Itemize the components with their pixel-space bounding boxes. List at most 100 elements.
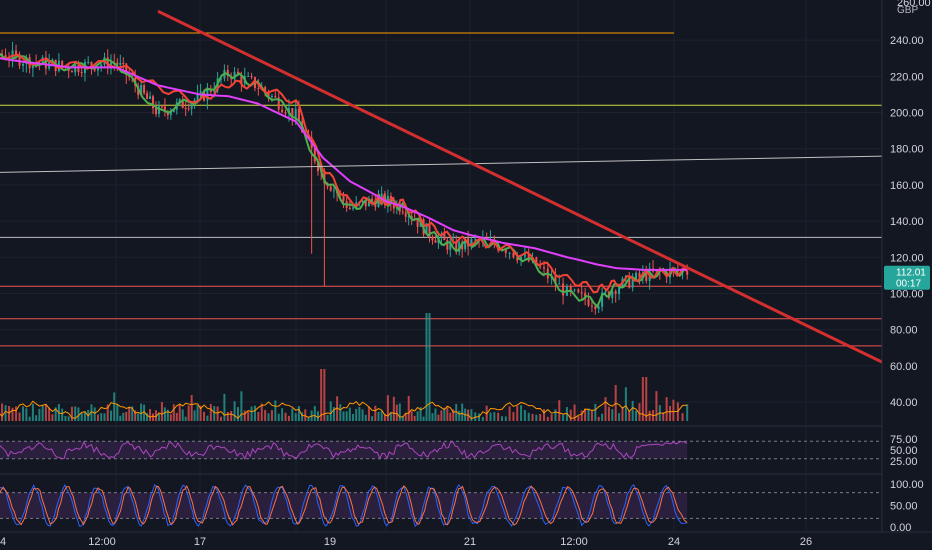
current-price-label: 112.01 00:17 [884,265,930,290]
candle-body [416,220,419,227]
candle-body [352,207,355,209]
volume-bar [74,406,77,421]
candle-body [100,64,103,67]
time-axis[interactable] [0,532,932,550]
volume-bar [440,410,443,421]
candle-body [590,305,593,307]
volume-bar [611,409,614,421]
volume-bar [413,415,416,421]
rsi-pane [0,440,882,461]
volume-bar [573,404,576,421]
volume-bar [294,413,297,421]
currency-label[interactable]: GBP [897,5,918,16]
candle-body [380,193,383,197]
candle-body [70,71,73,73]
candle-body [313,148,316,162]
trend-lines[interactable] [0,9,932,402]
candle-body [527,254,530,262]
candle-body [342,194,345,202]
candle-body [638,272,641,278]
volume-bar [8,405,11,421]
candle-body [90,62,93,67]
stochastic-tick: 100.00 [890,479,924,491]
rsi-band [0,441,688,459]
candle-body [213,90,216,92]
volume-bar [193,410,196,421]
volume-bar [187,405,190,421]
volume-bar [257,412,260,421]
candle-body [425,223,428,235]
volume-bar [550,414,553,421]
volume-bar [163,407,166,421]
volume-bar [196,405,199,421]
volume-bar [100,413,103,421]
volume-bar [371,416,374,421]
volume-bar [41,404,44,421]
stochastic-pane [0,483,882,528]
volume-bar [93,407,96,421]
candle-body [523,254,526,257]
candle-body [294,108,297,119]
volume-bar [478,413,481,421]
candle-body [428,223,431,237]
volume-bar [520,405,523,421]
volume-bar [213,406,216,421]
volume-bar [361,409,364,421]
candle-body [226,69,229,77]
candle-body [348,207,351,209]
current-price-value: 112.01 [896,268,926,279]
ascending-trendline[interactable] [0,154,932,174]
candle-body [601,292,604,307]
candle-body [329,186,332,191]
volume-bar [260,403,263,421]
sma-long-line [0,57,688,271]
candle-body [446,240,449,250]
volume-bar [199,405,202,421]
volume-bar [398,403,401,421]
candle-body [580,292,583,294]
candle-body [449,242,452,250]
candle-body [587,299,590,306]
volume-bar [152,413,155,421]
candle-body [160,106,163,108]
candle-body [257,87,260,89]
volume-bar [594,403,597,421]
price-tick: 40.00 [890,397,918,409]
volume-bar [4,405,7,421]
candle-body [401,211,404,213]
candle-body [87,62,90,64]
volume-bar [22,406,25,421]
time-tick: 4 [0,536,6,548]
volume-bar [122,412,125,421]
volume-bar [618,413,621,421]
candle-body [264,87,267,92]
candle-body [628,275,631,288]
candle-body [577,289,580,293]
candle-body [291,108,294,119]
volume-bar [497,412,500,421]
volume-bar [455,403,458,421]
volume-bar [422,416,425,421]
candle-body [635,272,638,279]
price-tick: 240.00 [890,35,924,47]
time-tick: 17 [194,536,206,548]
stochastic-tick: 50.00 [890,501,918,513]
candle-body [274,95,277,98]
volume-bar [35,415,38,421]
time-tick: 12:00 [88,536,116,548]
volume-bar [284,412,287,421]
candle-body [163,106,166,112]
candle-body [96,66,99,71]
descending-trendline[interactable] [157,9,932,402]
candle-body [74,64,77,73]
volume-bar [539,413,542,421]
volume-bar [458,410,461,421]
volume-bar [67,416,70,421]
volume-bar [527,412,530,421]
volume-bar [655,391,658,421]
volume-bar [267,413,270,421]
volume-bar [425,313,428,421]
volume-bar [206,415,209,421]
volume-bar [377,411,380,421]
